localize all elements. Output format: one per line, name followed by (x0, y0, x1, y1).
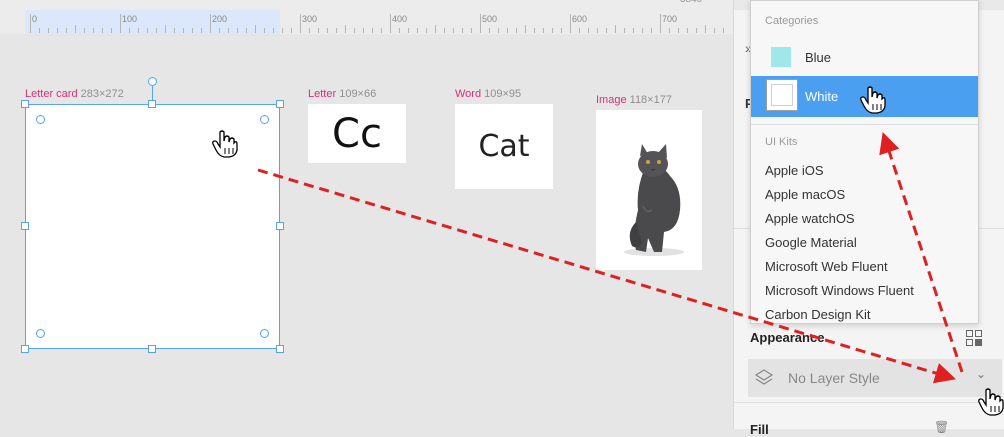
resize-handle-bottom-left[interactable] (21, 345, 29, 353)
panel-divider (734, 402, 1004, 403)
ruler-tick-label: 600 (572, 14, 588, 24)
category-label: Blue (805, 50, 832, 65)
artboard-name: Word (455, 88, 482, 100)
resize-handle-right[interactable] (276, 222, 284, 230)
ui-kit-item[interactable]: Google Material (765, 235, 857, 250)
artboard-size: 283×272 (80, 88, 124, 100)
cat-image (624, 144, 684, 256)
ruler-ticks (30, 14, 724, 33)
artboard-name: Letter (308, 88, 337, 100)
ruler-tick-label: 200 (212, 14, 228, 24)
artboard-name: Image (596, 94, 627, 106)
artboard-size: 109×95 (484, 88, 522, 100)
resize-handle-bottom-right[interactable] (276, 345, 284, 353)
word-text: Cat (478, 129, 530, 164)
ui-kit-item[interactable]: Apple macOS (765, 187, 846, 202)
artboard-label-letter[interactable]: Letter 109×66 (308, 88, 376, 101)
artboard-size: 109×66 (339, 88, 377, 100)
artboard-image[interactable] (596, 110, 702, 270)
ui-kit-item[interactable]: Carbon Design Kit (765, 307, 871, 322)
artboard-label-image[interactable]: Image 118×177 (596, 94, 672, 107)
artboard-letter[interactable]: Cc (308, 104, 406, 163)
hand-cursor-icon (978, 388, 1004, 416)
ui-kits-heading: UI Kits (765, 136, 798, 148)
style-picker-dropdown[interactable]: Categories Blue White UI Kits Apple iOS … (750, 0, 979, 324)
hand-cursor-icon (860, 86, 886, 114)
layers-icon (754, 369, 774, 385)
ruler-tick-label: 100 (122, 14, 138, 24)
ruler-tick-label: 500 (482, 14, 498, 24)
category-item-blue[interactable]: Blue (751, 38, 978, 76)
layer-style-placeholder: No Layer Style (788, 370, 880, 386)
artboard-name: Letter card (25, 88, 78, 100)
resize-handle-bottom[interactable] (148, 345, 156, 353)
blue-swatch (771, 47, 791, 67)
ui-kit-item[interactable]: Microsoft Windows Fluent (765, 283, 914, 298)
ruler-tick-label: 300 (302, 14, 318, 24)
rotation-handle-stem (152, 86, 153, 104)
category-item-white[interactable]: White (751, 76, 978, 117)
resize-handle-left[interactable] (21, 222, 29, 230)
category-label: White (805, 89, 839, 104)
dropdown-divider (751, 124, 978, 125)
grid-icon[interactable] (966, 330, 982, 346)
appearance-label: Appearance (750, 330, 825, 345)
rotation-handle[interactable] (148, 77, 157, 86)
ruler-tick-label: 400 (392, 14, 408, 24)
white-swatch (766, 79, 798, 111)
arrow-to-layer-style (257, 168, 957, 384)
hand-cursor-icon (212, 130, 238, 158)
arrow-to-white-category (879, 132, 964, 373)
corner-radius-handle[interactable] (260, 329, 269, 338)
ui-kit-item[interactable]: Microsoft Web Fluent (765, 259, 888, 274)
chevron-right-icon[interactable]: » (745, 40, 753, 56)
ui-kit-item[interactable]: Apple watchOS (765, 211, 855, 226)
horizontal-ruler: 0 100 200 300 400 500 600 700 3840 (0, 0, 733, 34)
corner-radius-handle[interactable] (36, 329, 45, 338)
artboard-label-word[interactable]: Word 109×95 (455, 88, 521, 101)
ruler-top-label: 3840 (680, 0, 702, 5)
letter-text: Cc (332, 110, 382, 157)
artboard-word[interactable]: Cat (455, 104, 553, 189)
resize-handle-top-right[interactable] (276, 100, 284, 108)
categories-heading: Categories (765, 15, 819, 27)
artboard-size: 118×177 (629, 94, 672, 106)
artboard-label-letter-card[interactable]: Letter card 283×272 (25, 88, 124, 101)
chevron-down-icon: ⌄ (976, 367, 987, 381)
ruler-tick-label: 700 (662, 14, 678, 24)
ruler-tick-label: 0 (32, 14, 38, 24)
panel-section-label-partial: P (745, 96, 754, 111)
resize-handle-top-left[interactable] (21, 100, 29, 108)
ui-kit-item[interactable]: Apple iOS (765, 163, 824, 178)
resize-handle-top[interactable] (148, 100, 156, 108)
corner-radius-handle[interactable] (260, 115, 269, 124)
corner-radius-handle[interactable] (36, 115, 45, 124)
